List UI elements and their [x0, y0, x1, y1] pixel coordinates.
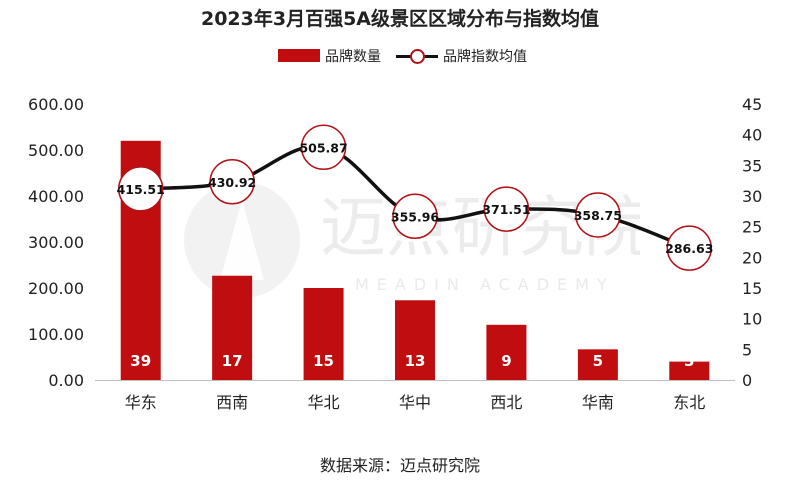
- line-marker: 415.51: [117, 166, 165, 212]
- category-label: 华南: [582, 393, 614, 412]
- line-value-label: 371.51: [482, 202, 530, 217]
- line-marker: 358.75: [574, 192, 622, 238]
- right-tick-label: 5: [742, 340, 752, 359]
- line-marker-circle: [575, 192, 621, 238]
- line-markers: 415.51 430.92 505.87 355.96 371.51 358.75 286.…: [117, 124, 713, 271]
- right-tick-label: 20: [742, 248, 762, 267]
- line-marker-circle: [300, 124, 347, 171]
- line-value-label: 430.92: [208, 175, 256, 190]
- line-marker: 286.63: [665, 225, 713, 271]
- category-label: 华东: [125, 393, 157, 412]
- line-marker: 371.51: [482, 186, 531, 232]
- category-label: 华中: [399, 393, 431, 412]
- category-label: 东北: [673, 393, 705, 412]
- right-tick-label: 25: [742, 218, 762, 237]
- right-tick-label: 0: [742, 371, 752, 390]
- source-note: 数据来源：迈点研究院: [319, 456, 480, 475]
- right-axis: 0 5 10 15 20 25 30 35 40 45: [742, 95, 762, 390]
- bar-华北: [303, 288, 344, 380]
- left-tick-label: 600.00: [28, 95, 84, 114]
- category-label: 华北: [308, 393, 340, 412]
- line-value-label: 286.63: [665, 241, 713, 256]
- right-tick-label: 45: [742, 95, 762, 114]
- line-marker: 355.96: [391, 193, 440, 240]
- bar-value-label: 9: [501, 352, 511, 370]
- bar-东北: [669, 361, 710, 380]
- chart-title: 2023年3月百强5A级景区区域分布与指数均值: [200, 8, 600, 30]
- line-marker-circle: [666, 225, 713, 271]
- legend: 品牌数量 品牌指数均值: [0, 46, 800, 68]
- line-value-label: 415.51: [117, 182, 165, 197]
- right-tick-label: 15: [742, 279, 762, 298]
- left-tick-label: 100.00: [28, 325, 84, 344]
- right-tick-label: 10: [742, 310, 762, 329]
- left-tick-label: 300.00: [28, 233, 84, 252]
- bar-value-label: 3: [684, 352, 694, 370]
- bar-value-label: 39: [130, 352, 151, 370]
- legend-item-line: 品牌指数均值: [396, 46, 527, 68]
- bar-value-label: 13: [405, 352, 426, 370]
- line-value-label: 358.75: [574, 208, 622, 223]
- line-marker-circle: [209, 159, 255, 205]
- legend-line-swatch: [396, 48, 438, 64]
- line-marker-circle: [483, 186, 530, 232]
- bar-华中: [395, 300, 435, 380]
- legend-bar-label: 品牌数量: [325, 49, 381, 65]
- bar-value-labels: 39 17 15 13 9 5 3: [130, 352, 694, 370]
- bar-value-label: 5: [593, 352, 603, 370]
- line-value-label: 355.96: [391, 209, 440, 224]
- bar-value-label: 17: [222, 352, 243, 370]
- line-marker: 430.92: [208, 159, 256, 205]
- left-axis: 0.00 100.00 200.00 300.00 400.00 500.00 600.00: [28, 95, 84, 390]
- right-tick-label: 30: [742, 187, 762, 206]
- left-tick-label: 200.00: [28, 279, 84, 298]
- right-tick-label: 35: [742, 156, 762, 175]
- bar-华南: [577, 349, 618, 380]
- bar-西南: [212, 275, 253, 380]
- line-value-label: 505.87: [299, 140, 347, 155]
- line-marker-circle: [117, 166, 164, 212]
- line-marker-circle: [392, 193, 438, 240]
- left-tick-label: 400.00: [28, 187, 84, 206]
- left-tick-label: 0.00: [48, 371, 84, 390]
- legend-bar-swatch: [278, 49, 320, 62]
- left-tick-label: 500.00: [28, 141, 84, 160]
- bar-西北: [486, 324, 527, 380]
- x-axis-labels: 华东 西南 华北 华中 西北 华南 东北: [125, 393, 706, 412]
- legend-line-label: 品牌指数均值: [443, 49, 527, 65]
- legend-item-bar: 品牌数量: [278, 46, 381, 68]
- line-marker: 505.87: [299, 124, 348, 171]
- bar-value-label: 15: [313, 352, 334, 370]
- category-label: 西南: [216, 393, 248, 412]
- category-label: 西北: [490, 393, 522, 412]
- right-tick-label: 40: [742, 126, 762, 145]
